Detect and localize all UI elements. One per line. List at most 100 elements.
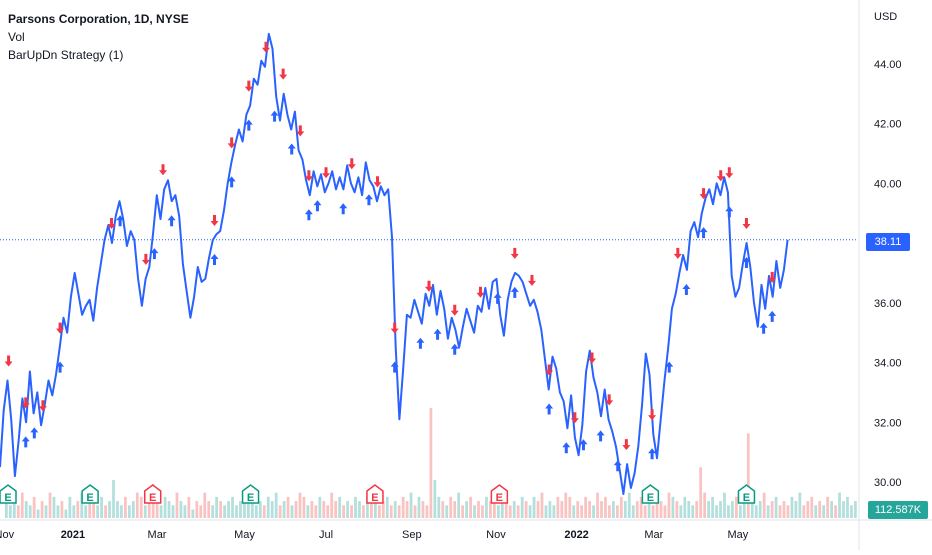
volume-bar bbox=[159, 505, 163, 518]
volume-bar bbox=[850, 505, 853, 518]
volume-bar bbox=[191, 509, 195, 518]
volume-bar bbox=[631, 505, 635, 518]
short-entry-arrow bbox=[450, 304, 459, 316]
x-tick-label: May bbox=[234, 529, 255, 541]
volume-bar bbox=[314, 505, 318, 518]
long-entry-arrow bbox=[433, 328, 442, 340]
y-tick-label: 42.00 bbox=[874, 119, 902, 131]
long-entry-arrow bbox=[562, 442, 571, 454]
symbol-title[interactable]: Parsons Corporation, 1D, NYSE bbox=[8, 12, 189, 26]
y-tick-label: 44.00 bbox=[874, 59, 902, 71]
volume-bar bbox=[44, 505, 48, 518]
volume-bar bbox=[124, 496, 127, 518]
volume-bar bbox=[683, 496, 687, 518]
short-entry-arrow bbox=[347, 158, 356, 170]
volume-bar bbox=[715, 505, 718, 518]
volume-bar bbox=[608, 505, 611, 518]
long-entry-arrow bbox=[768, 310, 777, 322]
volume-bar bbox=[512, 501, 516, 518]
currency-label: USD bbox=[874, 11, 897, 23]
volume-bar bbox=[385, 496, 389, 518]
volume-bar bbox=[544, 505, 548, 518]
volume-bar bbox=[703, 492, 707, 518]
volume-bar bbox=[854, 501, 857, 518]
volume-indicator-label[interactable]: Vol bbox=[8, 30, 25, 44]
volume-bar bbox=[207, 501, 211, 518]
long-entry-arrow bbox=[510, 286, 519, 298]
volume-bar bbox=[425, 505, 429, 518]
volume-bar bbox=[60, 501, 64, 518]
volume-bar bbox=[429, 408, 433, 518]
volume-bar bbox=[520, 496, 524, 518]
y-tick-label: 36.00 bbox=[874, 298, 902, 310]
volume-bar bbox=[370, 501, 373, 518]
long-entry-arrow bbox=[390, 361, 399, 373]
volume-bar bbox=[322, 501, 326, 518]
volume-bar bbox=[12, 496, 16, 518]
volume-bar bbox=[770, 501, 774, 518]
short-entry-arrow bbox=[716, 170, 725, 182]
event-marker-label: E bbox=[4, 492, 11, 504]
volume-bar bbox=[223, 505, 226, 518]
volume-bar bbox=[334, 501, 338, 518]
volume-bar bbox=[647, 501, 651, 518]
volume-bar bbox=[32, 496, 36, 518]
x-tick-label: Mar bbox=[644, 529, 663, 541]
volume-bar bbox=[373, 492, 377, 518]
x-tick-label: May bbox=[727, 529, 748, 541]
volume-bar bbox=[485, 496, 488, 518]
volume-bar bbox=[68, 496, 72, 518]
long-entry-arrow bbox=[725, 206, 734, 218]
volume-bar bbox=[243, 492, 246, 518]
volume-bar bbox=[219, 501, 223, 518]
volume-bar bbox=[508, 505, 512, 518]
volume-bar bbox=[179, 501, 183, 518]
volume-bar bbox=[139, 496, 143, 518]
strategy-label[interactable]: BarUpDn Strategy (1) bbox=[8, 48, 124, 62]
volume-bar bbox=[247, 501, 250, 518]
volume-bar bbox=[576, 501, 580, 518]
volume-bar bbox=[524, 501, 528, 518]
volume-bar bbox=[362, 505, 365, 518]
y-tick-label: 32.00 bbox=[874, 417, 902, 429]
volume-bar bbox=[195, 501, 199, 518]
short-entry-arrow bbox=[605, 394, 614, 406]
short-entry-arrow bbox=[373, 176, 382, 188]
volume-bar bbox=[433, 479, 437, 518]
event-marker-label: E bbox=[496, 492, 503, 504]
volume-bar bbox=[108, 501, 111, 518]
long-entry-arrow bbox=[339, 203, 348, 215]
volume-bar bbox=[167, 501, 171, 518]
volume-bar bbox=[564, 492, 568, 518]
volume-bar bbox=[588, 501, 591, 518]
volume-bar bbox=[342, 505, 345, 518]
volume-bar bbox=[441, 501, 445, 518]
event-marker-icon bbox=[490, 484, 509, 504]
volume-bar bbox=[8, 505, 12, 518]
volume-bar bbox=[310, 501, 314, 518]
volume-bar bbox=[231, 496, 234, 518]
short-entry-arrow bbox=[322, 167, 331, 179]
short-entry-arrow bbox=[742, 218, 751, 230]
long-entry-arrow bbox=[210, 254, 219, 266]
volume-bar bbox=[615, 505, 619, 518]
volume-bar bbox=[492, 492, 496, 518]
long-entry-arrow bbox=[244, 119, 253, 131]
volume-bar bbox=[651, 505, 655, 518]
volume-bar bbox=[183, 505, 187, 518]
volume-bar bbox=[826, 496, 830, 518]
volume-bar bbox=[532, 496, 536, 518]
event-marker-label: E bbox=[247, 492, 254, 504]
volume-bar bbox=[727, 505, 730, 518]
event-marker-label: E bbox=[647, 492, 654, 504]
volume-bar bbox=[592, 505, 595, 518]
event-marker-label: E bbox=[149, 492, 156, 504]
long-entry-arrow bbox=[21, 436, 30, 448]
volume-bar bbox=[417, 496, 421, 518]
chart-legend: Parsons Corporation, 1D, NYSE Vol BarUpD… bbox=[8, 10, 189, 64]
volume-bar bbox=[798, 492, 802, 518]
event-marker-label: E bbox=[743, 492, 750, 504]
volume-bar bbox=[175, 492, 179, 518]
